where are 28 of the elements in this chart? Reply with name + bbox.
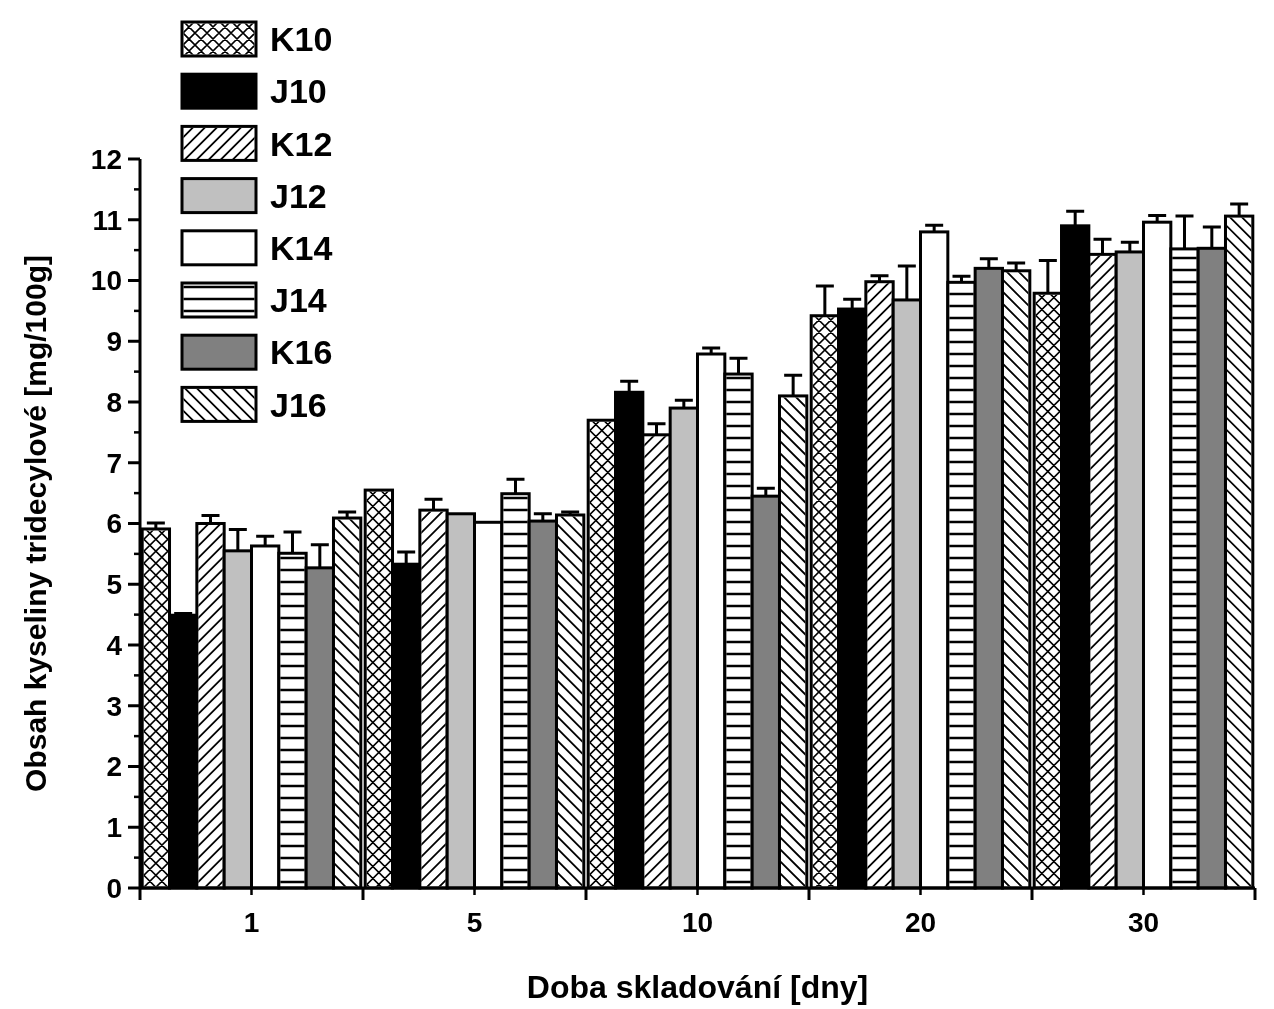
y-tick-label: 4 bbox=[106, 629, 123, 661]
y-axis-title: Obsah kyseliny tridecylové [mg/100g] bbox=[19, 255, 52, 792]
x-tick-label: 30 bbox=[1127, 907, 1160, 938]
legend-label: J10 bbox=[270, 72, 327, 111]
y-tick-label: 10 bbox=[90, 265, 122, 297]
y-tick-label: 0 bbox=[106, 872, 122, 904]
legend-label: J12 bbox=[270, 176, 327, 215]
legend-label: K16 bbox=[270, 333, 333, 372]
y-tick-label: 11 bbox=[92, 204, 122, 236]
x-tick-label: 20 bbox=[904, 907, 937, 938]
legend-label: K14 bbox=[270, 229, 333, 268]
y-tick-label: 7 bbox=[106, 447, 122, 479]
y-tick-label: 8 bbox=[106, 386, 122, 418]
legend-label: K12 bbox=[270, 124, 333, 163]
legend-label: J16 bbox=[270, 385, 327, 424]
y-tick-label: 3 bbox=[106, 690, 122, 722]
x-tick-label: 1 bbox=[243, 907, 260, 938]
legend-label: J14 bbox=[270, 281, 327, 320]
y-tick-label: 9 bbox=[106, 326, 122, 358]
y-tick-label: 1 bbox=[106, 812, 122, 844]
y-tick-label: 12 bbox=[90, 143, 122, 175]
x-tick-label: 5 bbox=[466, 907, 483, 938]
x-axis-title: Doba skladování [dny] bbox=[526, 969, 869, 1005]
y-tick-label: 2 bbox=[106, 751, 122, 783]
legend-label: K10 bbox=[270, 20, 333, 59]
y-tick-label: 5 bbox=[106, 569, 122, 601]
x-tick-label: 10 bbox=[681, 907, 714, 938]
y-tick-label: 6 bbox=[106, 508, 122, 540]
